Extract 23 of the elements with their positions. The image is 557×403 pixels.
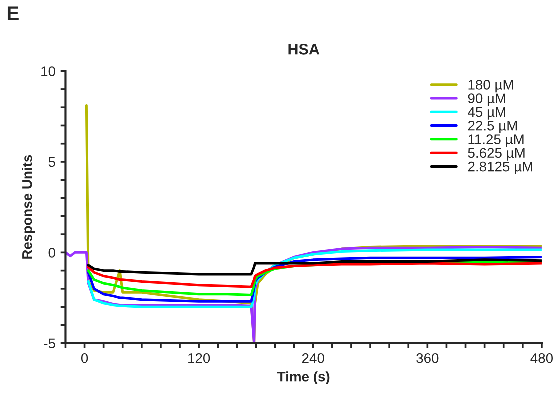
y-tick-label: 5 [48, 157, 56, 168]
x-axis-title: Time (s) [278, 372, 330, 385]
legend-label: 180 µM [468, 80, 514, 93]
y-tick-label: 0 [48, 248, 56, 258]
x-tick-label: 120 [188, 353, 210, 364]
line-series [87, 258, 542, 276]
legend-label: 45 µM [468, 107, 506, 120]
legend-label: 5.625 µM [468, 148, 525, 161]
legend-label: 90 µM [468, 94, 506, 106]
y-tick-label: 10 [42, 66, 56, 76]
line-series [87, 262, 542, 288]
x-tick-label: 0 [81, 353, 88, 364]
y-tick-label: -5 [44, 338, 56, 349]
legend-label: 2.8125 µM [468, 162, 532, 174]
y-axis-title: Response Units [22, 155, 35, 259]
chart-title: HSA [288, 44, 320, 55]
legend-label: 22.5 µM [468, 120, 518, 134]
legend-label: 11.25 µM [468, 134, 524, 148]
text: E [8, 6, 19, 20]
x-tick-label: 240 [302, 353, 324, 364]
line-series [87, 248, 542, 308]
x-tick-label: 360 [416, 353, 439, 364]
x-tick-label: 480 [530, 353, 554, 364]
